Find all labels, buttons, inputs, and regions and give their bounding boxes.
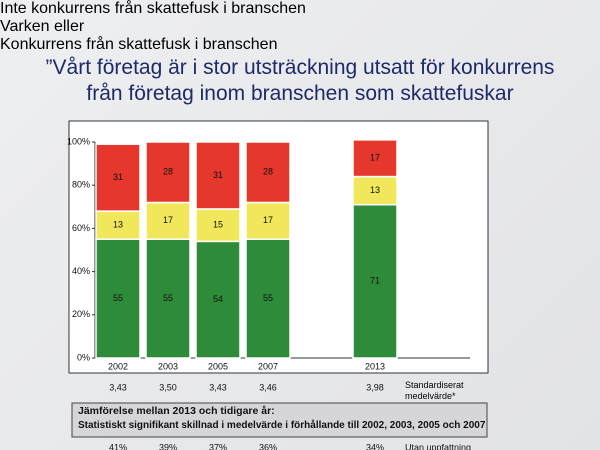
mean-value: 3,46: [259, 382, 277, 392]
legend-label: Inte konkurrens från skattefusk i bransc…: [0, 0, 306, 17]
bar-segment: [95, 210, 141, 240]
mean-value: 3,43: [109, 382, 127, 392]
y-tick-label: 0%: [77, 352, 90, 362]
bar-segment: [352, 139, 398, 178]
data-label: 28: [163, 167, 173, 177]
no-opinion-value: 36%: [259, 442, 277, 450]
data-label: 71: [370, 276, 380, 286]
bar-segment: [145, 141, 191, 204]
data-label: 31: [113, 172, 123, 182]
bar-segment: [195, 141, 241, 210]
bar-segment: [145, 201, 191, 240]
bar-segment: [95, 238, 141, 359]
x-tick-label: 2003: [158, 361, 178, 371]
data-label: 55: [113, 293, 123, 303]
x-tick-label: 2002: [108, 361, 128, 371]
y-tick-label: 20%: [72, 309, 90, 319]
bar-segment: [145, 238, 191, 359]
y-tick-label: 80%: [72, 180, 90, 190]
data-label: 17: [370, 153, 380, 163]
mean-value: 3,50: [159, 382, 177, 392]
data-label: 54: [213, 294, 223, 304]
legend-label: Varken eller: [0, 18, 85, 35]
data-label: 17: [163, 215, 173, 225]
note-heading: Jämförelse mellan 2013 och tidigare år:: [78, 405, 275, 417]
bar-segment: [95, 143, 141, 212]
y-tick-label: 60%: [72, 223, 90, 233]
no-opinion-value: 41%: [109, 442, 127, 450]
data-label: 13: [370, 185, 380, 195]
legend-label: Konkurrens från skattefusk i branschen: [0, 36, 278, 53]
data-label: 55: [263, 293, 273, 303]
data-label: 17: [263, 215, 273, 225]
data-label: 55: [163, 293, 173, 303]
bar-segment: [352, 175, 398, 206]
bar-segment: [195, 240, 241, 359]
mean-row-label: Standardiserat medelvärde*: [405, 380, 464, 401]
chart-title: ”Vårt företag är i stor utsträckning uts…: [45, 56, 555, 105]
y-tick-label: 100%: [67, 136, 90, 146]
data-label: 15: [213, 220, 223, 230]
x-tick-label: 2013: [365, 361, 385, 371]
note-text: Statistiskt signifikant skillnad i medel…: [78, 420, 486, 431]
mean-value: 3,98: [366, 382, 384, 392]
data-label: 13: [113, 220, 123, 230]
bar-segment: [245, 141, 291, 204]
data-label: 28: [263, 167, 273, 177]
no-opinion-value: 37%: [209, 442, 227, 450]
mean-value: 3,43: [209, 382, 227, 392]
no-opinion-label: Utan uppfattning: [405, 442, 471, 450]
note-box: [71, 402, 488, 438]
no-opinion-value: 39%: [159, 442, 177, 450]
data-label: 31: [213, 170, 223, 180]
no-opinion-value: 34%: [366, 442, 384, 450]
bar-segment: [352, 203, 398, 359]
x-tick-label: 2005: [208, 361, 228, 371]
y-tick-label: 40%: [72, 266, 90, 276]
bar-segment: [245, 238, 291, 359]
x-tick-label: 2007: [258, 361, 278, 371]
bar-segment: [195, 208, 241, 243]
bar-segment: [245, 201, 291, 240]
